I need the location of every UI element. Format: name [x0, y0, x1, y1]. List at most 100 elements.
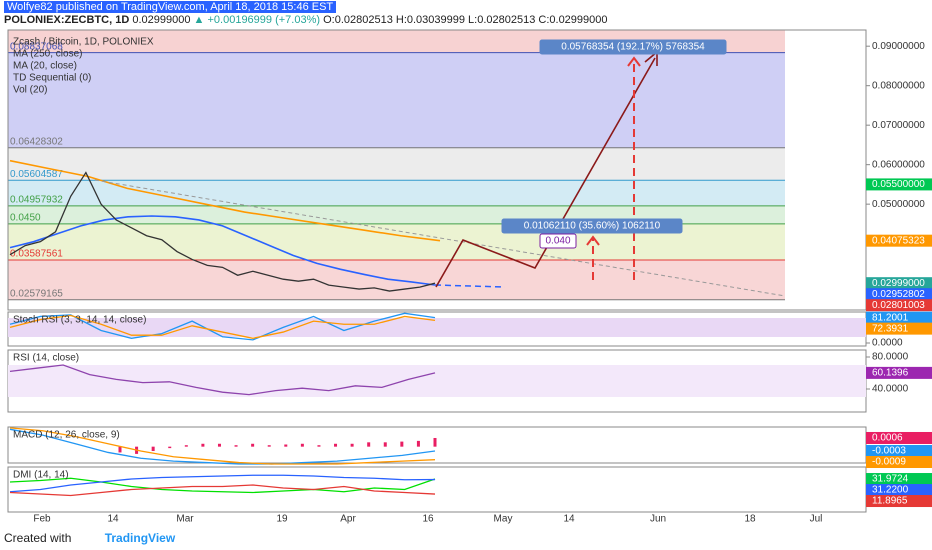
band [8, 52, 785, 148]
main-frame [7, 29, 867, 311]
macd-bar [367, 442, 371, 447]
macd-bar [201, 443, 205, 447]
price-tag [866, 311, 932, 324]
price-tag [866, 473, 932, 486]
target-head [627, 56, 641, 67]
legend: MA (20, close) [13, 61, 77, 72]
annotation: 0.01062110 (35.60%) 1062110 [524, 221, 661, 232]
macd-bar [251, 443, 255, 447]
price-tag [866, 288, 932, 301]
macd-bar [168, 446, 172, 449]
indicator-line [9, 474, 436, 493]
band [8, 180, 785, 206]
y-tick-label: 0.07000000 [872, 120, 925, 131]
fib-label: 0.05604587 [10, 169, 63, 180]
indicator-line [9, 314, 436, 339]
y-tick-label: 80.0000 [872, 352, 909, 363]
x-tick-label: May [494, 514, 513, 525]
indicator-line [9, 484, 436, 497]
created: Created with [4, 531, 72, 545]
price-tag-label: 81.2001 [872, 312, 909, 323]
price-tag [866, 234, 932, 247]
price-tag [866, 366, 932, 379]
price-tag [866, 299, 932, 312]
y-tick-label: 0.08000000 [872, 80, 925, 91]
price-tag [866, 322, 932, 335]
y-tick-label: 0.06000000 [872, 159, 925, 170]
price-tag [866, 431, 932, 444]
annotation: 0.05768354 (192.17%) 5768354 [561, 42, 705, 53]
ma20-line [9, 215, 436, 286]
fib-label: 0.03587561 [10, 249, 63, 260]
indicator-line [9, 364, 436, 396]
price-tag-label: 11.8965 [872, 496, 908, 507]
panel-label: RSI (14, close) [13, 353, 79, 364]
footer: Created with TradingView [4, 531, 175, 545]
price-tag [866, 495, 932, 508]
macd-bar [416, 440, 420, 447]
x-tick-label: Apr [340, 514, 356, 525]
x-tick-label: 14 [107, 514, 119, 525]
target-head [586, 235, 600, 246]
legend: MA (250, close) [13, 49, 82, 60]
price-tag [866, 445, 932, 457]
rsi-bg [8, 365, 866, 397]
macd-bar [433, 437, 437, 447]
ma250-line [9, 159, 441, 242]
panel-label: Stoch RSI (3, 3, 14, 14, close) [13, 315, 146, 326]
x-tick-label: Jun [650, 514, 666, 525]
indicator-line [9, 427, 436, 465]
x-tick-label: 19 [276, 514, 288, 525]
legend: TD Sequential (0) [13, 73, 91, 84]
price-tag-label: -0.0009 [872, 457, 906, 468]
annotation-box [501, 218, 683, 234]
macd-bar [184, 445, 188, 447]
price-tag-label: 0.02801003 [872, 300, 925, 311]
price-tag-label: 0.04075323 [872, 235, 925, 246]
y-tick-label: 0.05000000 [872, 199, 925, 210]
fib-label: 0.04957932 [10, 194, 63, 205]
legend: Zcash / Bitcoin, 1D, POLONIEX [13, 37, 154, 48]
author: Wolfye82 published on TradingView.com, A… [4, 1, 337, 13]
price-tag-label: 0.05500000 [872, 179, 925, 190]
price-tag-label: 72.3931 [872, 323, 909, 334]
price-tag [866, 484, 932, 497]
macd-bar [400, 441, 404, 447]
annotation-box [539, 233, 577, 249]
price-tag-label: 60.1396 [872, 368, 909, 379]
y-tick-label: 0.0000 [872, 338, 903, 349]
brand[interactable]: TradingView [104, 531, 176, 545]
price-tag [866, 277, 932, 290]
price-tag-label: 0.02999000 [872, 278, 925, 289]
x-tick-label: Jul [810, 514, 823, 525]
price-tag-label: -0.0003 [872, 446, 906, 457]
panel-label: DMI (14, 14) [13, 470, 69, 481]
macd-bar [300, 443, 304, 447]
y-tick-label: 0.09000000 [872, 41, 925, 52]
macd-bar [234, 445, 238, 447]
price-tag [866, 456, 932, 468]
price-tag-label: 31.2200 [872, 485, 909, 496]
last: 0.02999000 [132, 14, 191, 26]
ohlc: O:0.02802513 H:0.03039999 L:0.02802513 C… [323, 14, 608, 26]
annotation-box [539, 39, 727, 55]
fib-label: 0.06428302 [10, 136, 63, 147]
price-tag-label: 0.02952802 [872, 289, 925, 300]
fib-label: 0.02579165 [10, 288, 63, 299]
legend: Vol (20) [13, 85, 47, 96]
x-tick-label: 16 [422, 514, 434, 525]
x-tick-label: Feb [33, 514, 51, 525]
annotation: 0.040 [545, 236, 570, 247]
macd-bar [383, 442, 387, 447]
indicator-line [9, 428, 436, 465]
price-tag-label: 31.9724 [872, 474, 909, 485]
x-tick-label: 14 [563, 514, 575, 525]
price-tag-label: 0.0006 [872, 433, 903, 444]
x-tick-label: Mar [176, 514, 194, 525]
macd-bar [334, 443, 338, 447]
ma20-projection [434, 284, 506, 288]
symbol: POLONIEX:ZECBTC, 1D [4, 14, 130, 26]
y-tick-label: 40.0000 [872, 384, 909, 395]
